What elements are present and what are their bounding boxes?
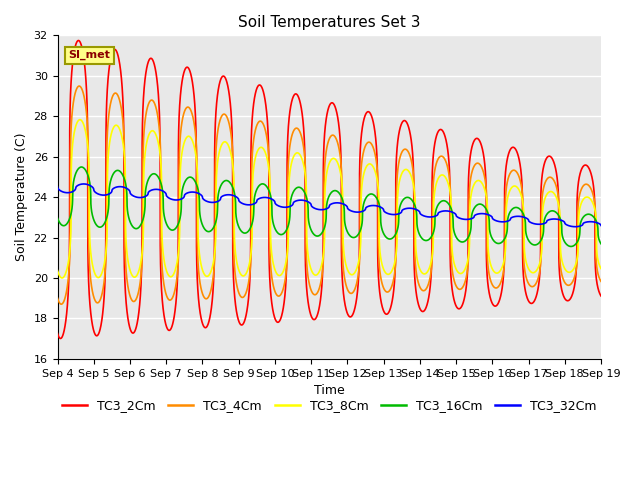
Line: TC3_8Cm: TC3_8Cm — [58, 120, 601, 278]
TC3_2Cm — [82, 78, 90, 84]
TC3_16Cm — [567, 243, 575, 249]
TC3_2Cm — [498, 288, 506, 293]
TC3_32Cm — [82, 181, 90, 187]
TC3_4Cm — [462, 276, 470, 281]
TC3_4Cm — [82, 106, 90, 111]
TC3_4Cm — [401, 146, 408, 152]
TC3_32Cm — [477, 211, 484, 216]
TC3_16Cm — [82, 168, 90, 174]
TC3_4Cm — [76, 83, 83, 89]
TC3_2Cm — [54, 330, 61, 336]
TC3_2Cm — [462, 286, 470, 292]
TC3_32Cm — [490, 217, 498, 223]
Title: Soil Temperatures Set 3: Soil Temperatures Set 3 — [238, 15, 420, 30]
TC3_8Cm — [462, 264, 470, 270]
TC3_4Cm — [490, 285, 498, 290]
TC3_2Cm — [401, 118, 408, 123]
Line: TC3_16Cm: TC3_16Cm — [58, 167, 601, 246]
TC3_32Cm — [597, 223, 605, 228]
TC3_8Cm — [490, 269, 498, 275]
Legend: TC3_2Cm, TC3_4Cm, TC3_8Cm, TC3_16Cm, TC3_32Cm: TC3_2Cm, TC3_4Cm, TC3_8Cm, TC3_16Cm, TC3… — [57, 395, 601, 418]
Line: TC3_32Cm: TC3_32Cm — [58, 184, 601, 227]
Text: SI_met: SI_met — [68, 50, 110, 60]
TC3_16Cm — [477, 201, 484, 207]
Line: TC3_2Cm: TC3_2Cm — [58, 40, 601, 338]
TC3_8Cm — [477, 179, 484, 184]
TC3_8Cm — [597, 265, 605, 271]
TC3_8Cm — [54, 267, 61, 273]
TC3_32Cm — [80, 181, 88, 187]
TC3_8Cm — [76, 117, 84, 122]
TC3_4Cm — [54, 295, 61, 301]
X-axis label: Time: Time — [314, 384, 344, 397]
TC3_8Cm — [58, 275, 66, 281]
TC3_32Cm — [54, 184, 61, 190]
Y-axis label: Soil Temperature (C): Soil Temperature (C) — [15, 133, 28, 262]
TC3_16Cm — [401, 195, 408, 201]
TC3_2Cm — [56, 336, 64, 341]
TC3_16Cm — [490, 239, 498, 244]
TC3_2Cm — [490, 303, 498, 309]
Line: TC3_4Cm: TC3_4Cm — [58, 86, 601, 304]
TC3_32Cm — [498, 219, 506, 225]
TC3_16Cm — [597, 241, 605, 247]
TC3_4Cm — [477, 163, 484, 168]
TC3_16Cm — [498, 240, 506, 245]
TC3_8Cm — [498, 265, 506, 271]
TC3_8Cm — [82, 131, 90, 136]
TC3_2Cm — [75, 37, 83, 43]
TC3_8Cm — [401, 167, 408, 173]
TC3_2Cm — [597, 293, 605, 299]
TC3_4Cm — [498, 276, 506, 282]
TC3_2Cm — [477, 141, 484, 146]
TC3_16Cm — [54, 215, 61, 221]
TC3_32Cm — [572, 224, 579, 229]
TC3_4Cm — [58, 301, 65, 307]
TC3_32Cm — [462, 216, 470, 222]
TC3_16Cm — [77, 164, 85, 170]
TC3_4Cm — [597, 278, 605, 284]
TC3_32Cm — [401, 206, 408, 212]
TC3_16Cm — [462, 238, 470, 243]
